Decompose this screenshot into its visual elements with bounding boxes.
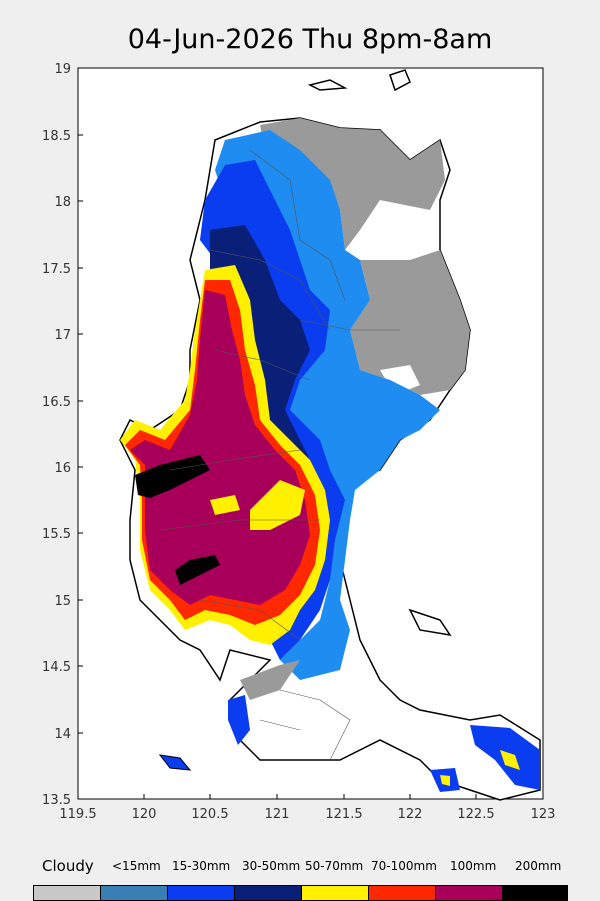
y-tick-label: 18.5 <box>42 129 71 144</box>
x-axis: 119.5 120 120.5 121 121.5 122 122.5 123 <box>59 807 555 822</box>
cloudy-south <box>240 660 300 700</box>
x-tick-label: 120.5 <box>191 807 228 822</box>
x-tick-label: 119.5 <box>59 807 96 822</box>
y-tick-label: 17 <box>54 328 71 343</box>
y-tick-label: 16 <box>54 461 71 476</box>
cloudy-region-east <box>350 250 470 395</box>
yellow-streak-2 <box>210 495 240 515</box>
y-tick-label: 15 <box>54 594 71 609</box>
legend-swatch-70-100 <box>368 885 436 901</box>
legend-swatch-30-50 <box>234 885 302 901</box>
legend-label-100: 100mm <box>450 859 497 873</box>
province-borders <box>159 149 400 761</box>
x-tick-label: 121 <box>265 807 290 822</box>
y-tick-label: 14 <box>54 727 71 742</box>
yellow-streak <box>250 480 305 530</box>
y-tick-label: 16.5 <box>42 395 71 410</box>
island-north <box>307 79 348 91</box>
legend-label-70-100: 70-100mm <box>371 859 437 873</box>
legend-swatch-50-70 <box>301 885 369 901</box>
y-tick-label: 18 <box>54 195 71 210</box>
island-east <box>408 608 452 637</box>
yellow-south-island <box>500 750 520 770</box>
x-tick-label: 122 <box>398 807 423 822</box>
y-tick-label: 17.5 <box>42 262 71 277</box>
black-region-south <box>175 555 220 585</box>
legend-label-cloudy: Cloudy <box>42 857 94 875</box>
legend-label-lt15: <15mm <box>112 859 161 873</box>
y-axis: 19 18.5 18 17.5 17 16.5 16 15.5 15 14.5 … <box>42 62 71 808</box>
legend-swatch-cloudy <box>33 885 101 901</box>
cloudy-region-north <box>260 118 445 250</box>
x-tick-label: 121.5 <box>325 807 362 822</box>
blue-west-bay <box>228 695 250 745</box>
x-tick-label: 123 <box>531 807 556 822</box>
island-sw <box>158 754 192 771</box>
x-tick-label: 120 <box>132 807 157 822</box>
legend-label-30-50: 30-50mm <box>242 859 301 873</box>
tick-marks <box>78 134 477 799</box>
legend-swatch-200 <box>502 885 568 901</box>
y-tick-label: 15.5 <box>42 527 71 542</box>
y-tick-label: 14.5 <box>42 660 71 675</box>
black-region-north <box>135 455 210 498</box>
legend-swatch-lt15 <box>100 885 168 901</box>
y-tick-label: 19 <box>54 62 71 77</box>
island-north-2 <box>389 69 411 92</box>
map-title: 04-Jun-2026 Thu 8pm-8am <box>127 24 493 55</box>
x-tick-label: 122.5 <box>457 807 494 822</box>
legend-label-200: 200mm <box>515 859 562 873</box>
yellow-small-island <box>440 775 450 786</box>
legend-label-50-70: 50-70mm <box>305 859 364 873</box>
legend-swatch-100 <box>435 885 503 901</box>
legend-label-15-30: 15-30mm <box>172 859 231 873</box>
white-gap-east <box>380 365 420 395</box>
y-tick-label: 13.5 <box>42 793 71 808</box>
land-rainfall-layer <box>119 69 541 801</box>
legend-swatch-15-30 <box>167 885 235 901</box>
